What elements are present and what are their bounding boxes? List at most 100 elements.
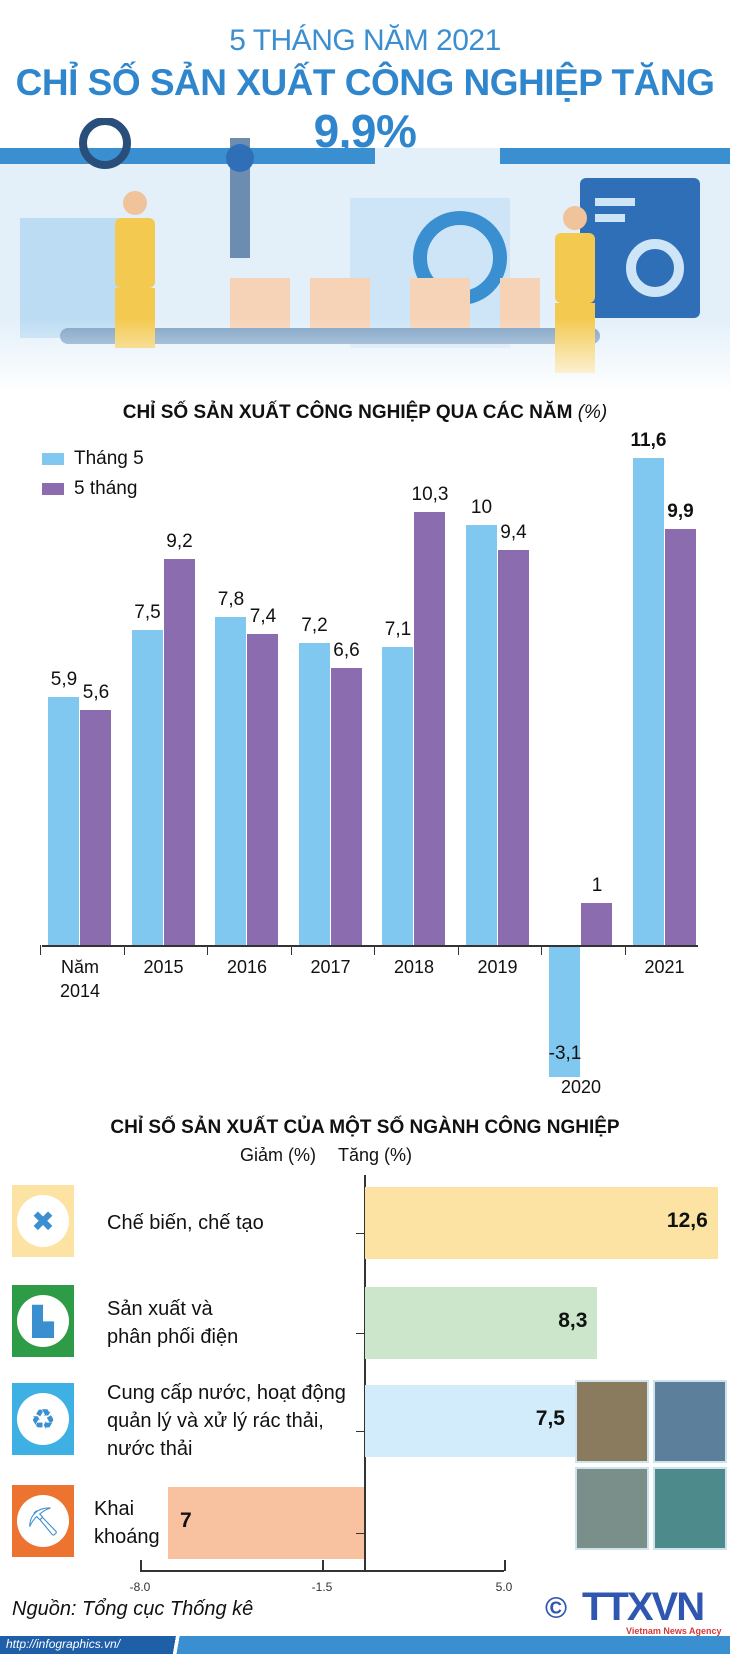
data-label: 9,9 — [667, 501, 694, 523]
copyright-icon: © — [545, 1592, 568, 1625]
logo-subtitle: Vietnam News Agency — [626, 1626, 722, 1636]
bar-5thang — [80, 709, 111, 945]
data-label: 7,5 — [134, 602, 161, 623]
x-tick — [374, 945, 375, 955]
x-tick — [624, 945, 626, 955]
recycle-icon: ♻ — [12, 1383, 74, 1455]
x-tick — [290, 945, 292, 955]
source-text: Nguồn: Tổng cục Thống kê — [12, 1598, 254, 1620]
page-title: CHỈ SỐ SẢN XUẤT CÔNG NGHIỆP TĂNG 9,9% — [0, 62, 730, 158]
x-tick — [40, 945, 41, 955]
data-label: 7,1 — [384, 618, 412, 640]
category-label: Cung cấp nước, hoạt động — [107, 1382, 346, 1404]
bar-5thang — [163, 558, 195, 945]
chart2-title: CHỈ SỐ SẢN XUẤT CỦA MỘT SỐ NGÀNH CÔNG NG… — [110, 1117, 620, 1138]
photo — [653, 1380, 727, 1463]
bar-thang5 — [632, 457, 664, 945]
bar-5thang — [581, 903, 612, 945]
data-label: 9,2 — [166, 530, 193, 552]
y-tick — [356, 1333, 364, 1334]
bar-thang5 — [382, 646, 413, 945]
photo — [653, 1467, 727, 1550]
category-label: Sản xuất và — [107, 1298, 213, 1320]
bar-thang5 — [549, 947, 580, 1078]
footer-url[interactable]: http://infographics.vn/ — [6, 1637, 121, 1651]
category-label: khoáng — [94, 1526, 160, 1548]
axis-right-label: Tăng (%) — [338, 1145, 413, 1165]
mine-cart-icon: ⛏ — [12, 1485, 74, 1557]
zero-axis — [364, 1175, 366, 1570]
factory-illustration — [0, 118, 730, 393]
bar — [365, 1287, 598, 1359]
bar-thang5 — [298, 642, 330, 945]
bar-5thang — [247, 634, 278, 945]
chart1-title: CHỈ SỐ SẢN XUẤT CÔNG NGHIỆP QUA CÁC NĂM … — [122, 402, 608, 423]
category-label: Khai — [94, 1498, 135, 1520]
photo — [575, 1380, 649, 1463]
bar-value: 8,3 — [558, 1309, 588, 1332]
data-label: 7,4 — [249, 606, 277, 628]
category-label: quản lý và xử lý rác thải, — [107, 1410, 324, 1432]
category-label: nước thải — [107, 1438, 193, 1460]
x-tick-label: 2017 — [310, 957, 351, 977]
bar — [168, 1487, 364, 1559]
x-tick-label: -8.0 — [129, 1580, 151, 1594]
x-tick-label: -1.5 — [311, 1580, 333, 1594]
title-text: CHỈ SỐ SẢN XUẤT CÔNG NGHIỆP TĂNG — [15, 62, 715, 103]
bar-5thang — [330, 667, 362, 945]
legend-swatch — [42, 483, 64, 495]
x-tick-label: 2015 — [143, 957, 184, 977]
legend-thang5: Tháng 5 — [42, 448, 144, 470]
axis-left-label: Giảm (%) — [240, 1145, 316, 1165]
bar-thang5 — [215, 617, 246, 945]
x-tick-label: Năm 2014 — [59, 957, 101, 1001]
industry-photos — [575, 1380, 727, 1550]
x-tick-label: 2020 — [560, 1077, 602, 1097]
tools-icon: ✖ — [12, 1185, 74, 1257]
legend-5thang: 5 tháng — [42, 478, 137, 500]
x-tick — [541, 945, 542, 955]
x-tick — [207, 945, 208, 955]
x-tick-label: 2019 — [477, 957, 518, 977]
data-label: 5,6 — [82, 681, 110, 703]
bar-value: 7,5 — [535, 1407, 565, 1430]
x-tick — [322, 1560, 324, 1571]
photo — [575, 1467, 649, 1550]
legend-swatch — [42, 453, 64, 465]
x-tick — [457, 945, 459, 955]
category-label: Chế biến, chế tạo — [107, 1212, 264, 1234]
bar-thang5 — [465, 525, 497, 945]
x-tick — [123, 945, 125, 955]
bar-thang5 — [131, 630, 163, 945]
x-tick-label: 2018 — [393, 957, 435, 977]
data-label: 6,6 — [333, 639, 360, 661]
data-label: 7,8 — [217, 589, 245, 611]
data-label: 10 — [470, 497, 493, 518]
data-label: -3,1 — [548, 1043, 582, 1065]
bar — [365, 1187, 718, 1259]
ttxvn-logo: TTXVN — [582, 1585, 705, 1629]
x-tick-label: 2021 — [644, 957, 685, 977]
category-label: phân phối điện — [107, 1326, 239, 1348]
x-axis — [42, 945, 698, 947]
bar-value: 7 — [180, 1509, 192, 1532]
x-tick-label: 2016 — [226, 957, 268, 977]
data-label: 9,4 — [500, 522, 527, 544]
y-tick — [356, 1233, 364, 1234]
bar-5thang — [497, 550, 529, 945]
bar-thang5 — [48, 697, 79, 945]
x-tick — [504, 1560, 506, 1571]
data-label: 10,3 — [411, 484, 449, 506]
chart-yearly: 5,9 5,6 Năm 2014 7,5 9,2 2015 7,8 7,4 2016 7,2 6,6… — [40, 430, 698, 1097]
x-tick-label: 5.0 — [495, 1580, 513, 1594]
bar — [365, 1385, 575, 1457]
x-tick — [140, 1560, 142, 1571]
data-label: 7,2 — [301, 614, 328, 636]
y-tick — [356, 1431, 364, 1432]
bar-5thang — [664, 529, 696, 945]
data-label: 5,9 — [50, 669, 78, 691]
y-tick — [356, 1533, 364, 1534]
footer-bar — [0, 1636, 730, 1654]
subtitle: 5 THÁNG NĂM 2021 — [229, 24, 501, 57]
